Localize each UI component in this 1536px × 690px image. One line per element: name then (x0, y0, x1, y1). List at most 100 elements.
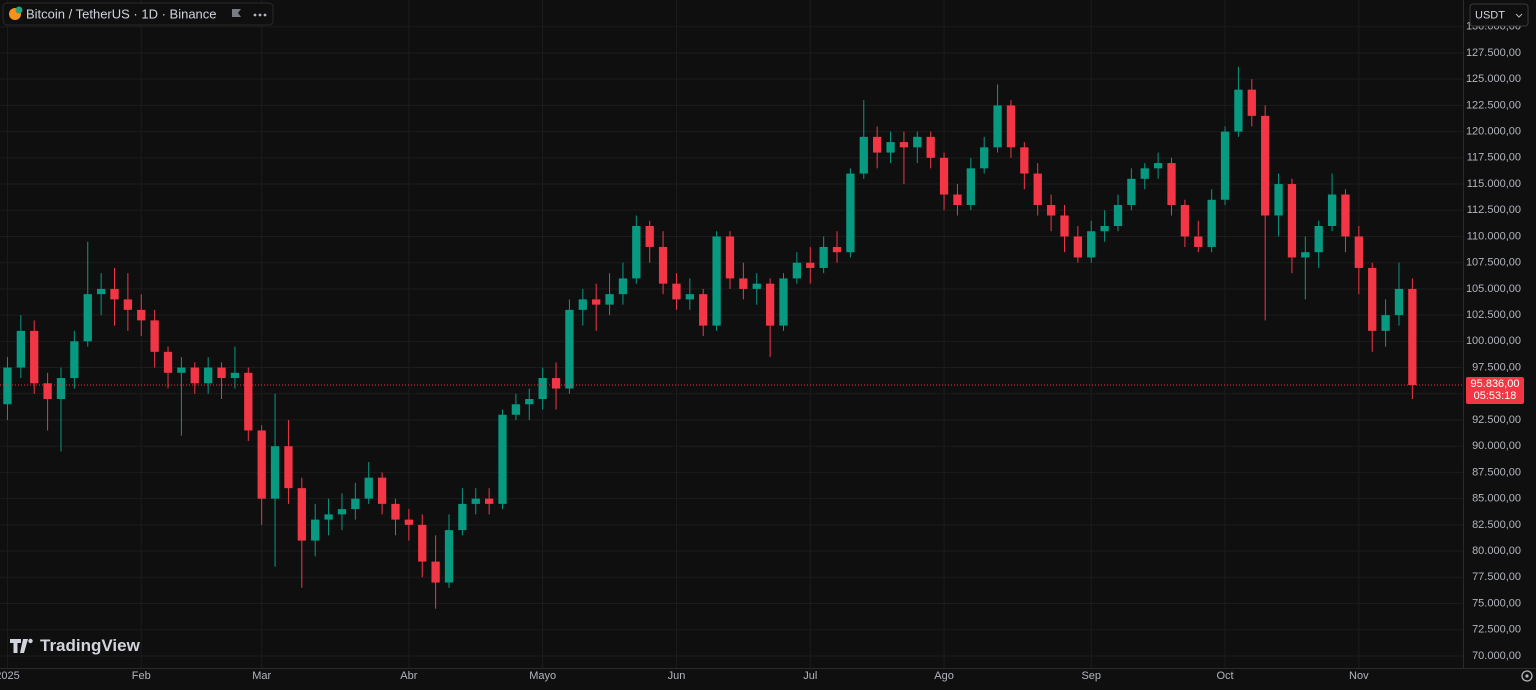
more-dot[interactable] (258, 13, 262, 17)
flag-icon[interactable] (232, 9, 241, 17)
candle-body (1368, 267, 1377, 331)
candle-body (1247, 89, 1256, 116)
watermark-text: TradingView (40, 636, 141, 655)
currency-label: USDT (1475, 9, 1505, 21)
candle-body (270, 446, 280, 499)
candle-body (1167, 163, 1176, 206)
candle-body (1207, 199, 1216, 247)
candle-body (163, 351, 173, 373)
candle-body (484, 498, 494, 504)
candle-body (1006, 105, 1016, 148)
symbol-header[interactable]: Bitcoin / TetherUS · 1D · Binance (2, 2, 274, 26)
candle-body (1354, 236, 1363, 268)
x-tick-label: Abr (400, 670, 417, 682)
candle-body (1341, 194, 1350, 237)
more-dot[interactable] (263, 13, 267, 17)
candle-body (1180, 205, 1190, 237)
y-tick-label: 92.500,00 (1472, 414, 1521, 426)
candle-body (565, 309, 574, 389)
y-tick-label: 117.500,00 (1467, 152, 1521, 164)
x-tick-label: Nov (1349, 670, 1369, 682)
candle-body (899, 142, 909, 148)
candle-body (699, 294, 708, 326)
y-tick-label: 102.500,00 (1466, 309, 1521, 321)
candle-body (257, 430, 266, 499)
y-tick-label: 125.000,00 (1466, 73, 1521, 85)
tv-logo (10, 639, 28, 653)
candle-body (177, 367, 186, 373)
y-tick-label: 115.000,00 (1467, 178, 1521, 190)
settings-button[interactable] (1521, 670, 1533, 682)
y-tick-label: 75.000,00 (1472, 597, 1521, 609)
candle-body (364, 477, 373, 499)
candle-body (1153, 163, 1163, 169)
candle-body (1033, 173, 1042, 206)
candle-body (886, 142, 895, 153)
candle-body (859, 136, 868, 174)
candle-body (592, 299, 601, 305)
candle-body (846, 173, 855, 253)
candle-body (1220, 131, 1230, 200)
candle-body (458, 503, 467, 531)
candle-body (993, 105, 1002, 148)
candle-body (632, 225, 641, 279)
candle-body (1314, 225, 1323, 253)
candle-body (980, 147, 989, 169)
candle-body (1194, 236, 1203, 247)
candle-body (311, 519, 320, 541)
candle-body (1046, 205, 1056, 216)
candle-body (471, 498, 480, 504)
candle-body (70, 341, 79, 379)
candle-body (1087, 231, 1096, 258)
last-price-box (1466, 377, 1524, 405)
y-tick-label: 70.000,00 (1472, 650, 1521, 662)
candle-body (30, 330, 39, 384)
x-tick-label: Feb (132, 670, 151, 682)
y-tick-label: 107.500,00 (1466, 257, 1521, 269)
header-box[interactable] (2, 2, 274, 26)
candle-body (1327, 194, 1337, 226)
y-tick-label: 80.000,00 (1472, 545, 1521, 557)
candle-body (204, 367, 213, 384)
y-tick-label: 85.000,00 (1472, 493, 1521, 505)
candle-body (96, 288, 106, 295)
candle-body (1408, 288, 1417, 386)
y-tick-label: 120.000,00 (1466, 126, 1521, 138)
gear-icon[interactable] (1521, 670, 1533, 682)
candle-body (418, 524, 427, 562)
x-tick-label: Jul (803, 670, 817, 682)
y-tick-label: 77.500,00 (1472, 571, 1521, 583)
currency-box[interactable] (1469, 3, 1529, 27)
candle-body (110, 288, 119, 300)
candle-body (190, 367, 199, 384)
candle-body (137, 309, 146, 321)
x-tick-label: Mar (252, 670, 271, 682)
symbol-title: Bitcoin / TetherUS · 1D · Binance (26, 6, 217, 21)
currency-select[interactable]: USDT (1469, 3, 1529, 27)
tether-icon (15, 6, 23, 14)
candle-body (217, 367, 226, 379)
candle-body (739, 278, 748, 289)
countdown-label: 05:53:18 (1474, 390, 1517, 402)
candle-body (538, 378, 547, 400)
candle-body (83, 294, 92, 342)
candle-body (391, 503, 400, 520)
y-tick-label: 82.500,00 (1472, 519, 1521, 531)
candle-body (1020, 147, 1029, 174)
candle-body (1261, 115, 1270, 216)
y-tick-label: 100.000,00 (1466, 335, 1521, 347)
tv-logo-dot (28, 638, 33, 644)
candle-body (43, 383, 52, 400)
candle-body (1287, 184, 1297, 258)
candle-body (1060, 215, 1069, 237)
more-dot[interactable] (253, 13, 257, 17)
candle-body (765, 283, 775, 326)
candle-body (498, 414, 507, 504)
candle-body (1113, 205, 1123, 226)
candle-body (324, 514, 333, 520)
last-price-label: 95.836,00 (1471, 378, 1520, 390)
watermark: TradingView (10, 636, 141, 655)
candle-body (605, 294, 614, 305)
